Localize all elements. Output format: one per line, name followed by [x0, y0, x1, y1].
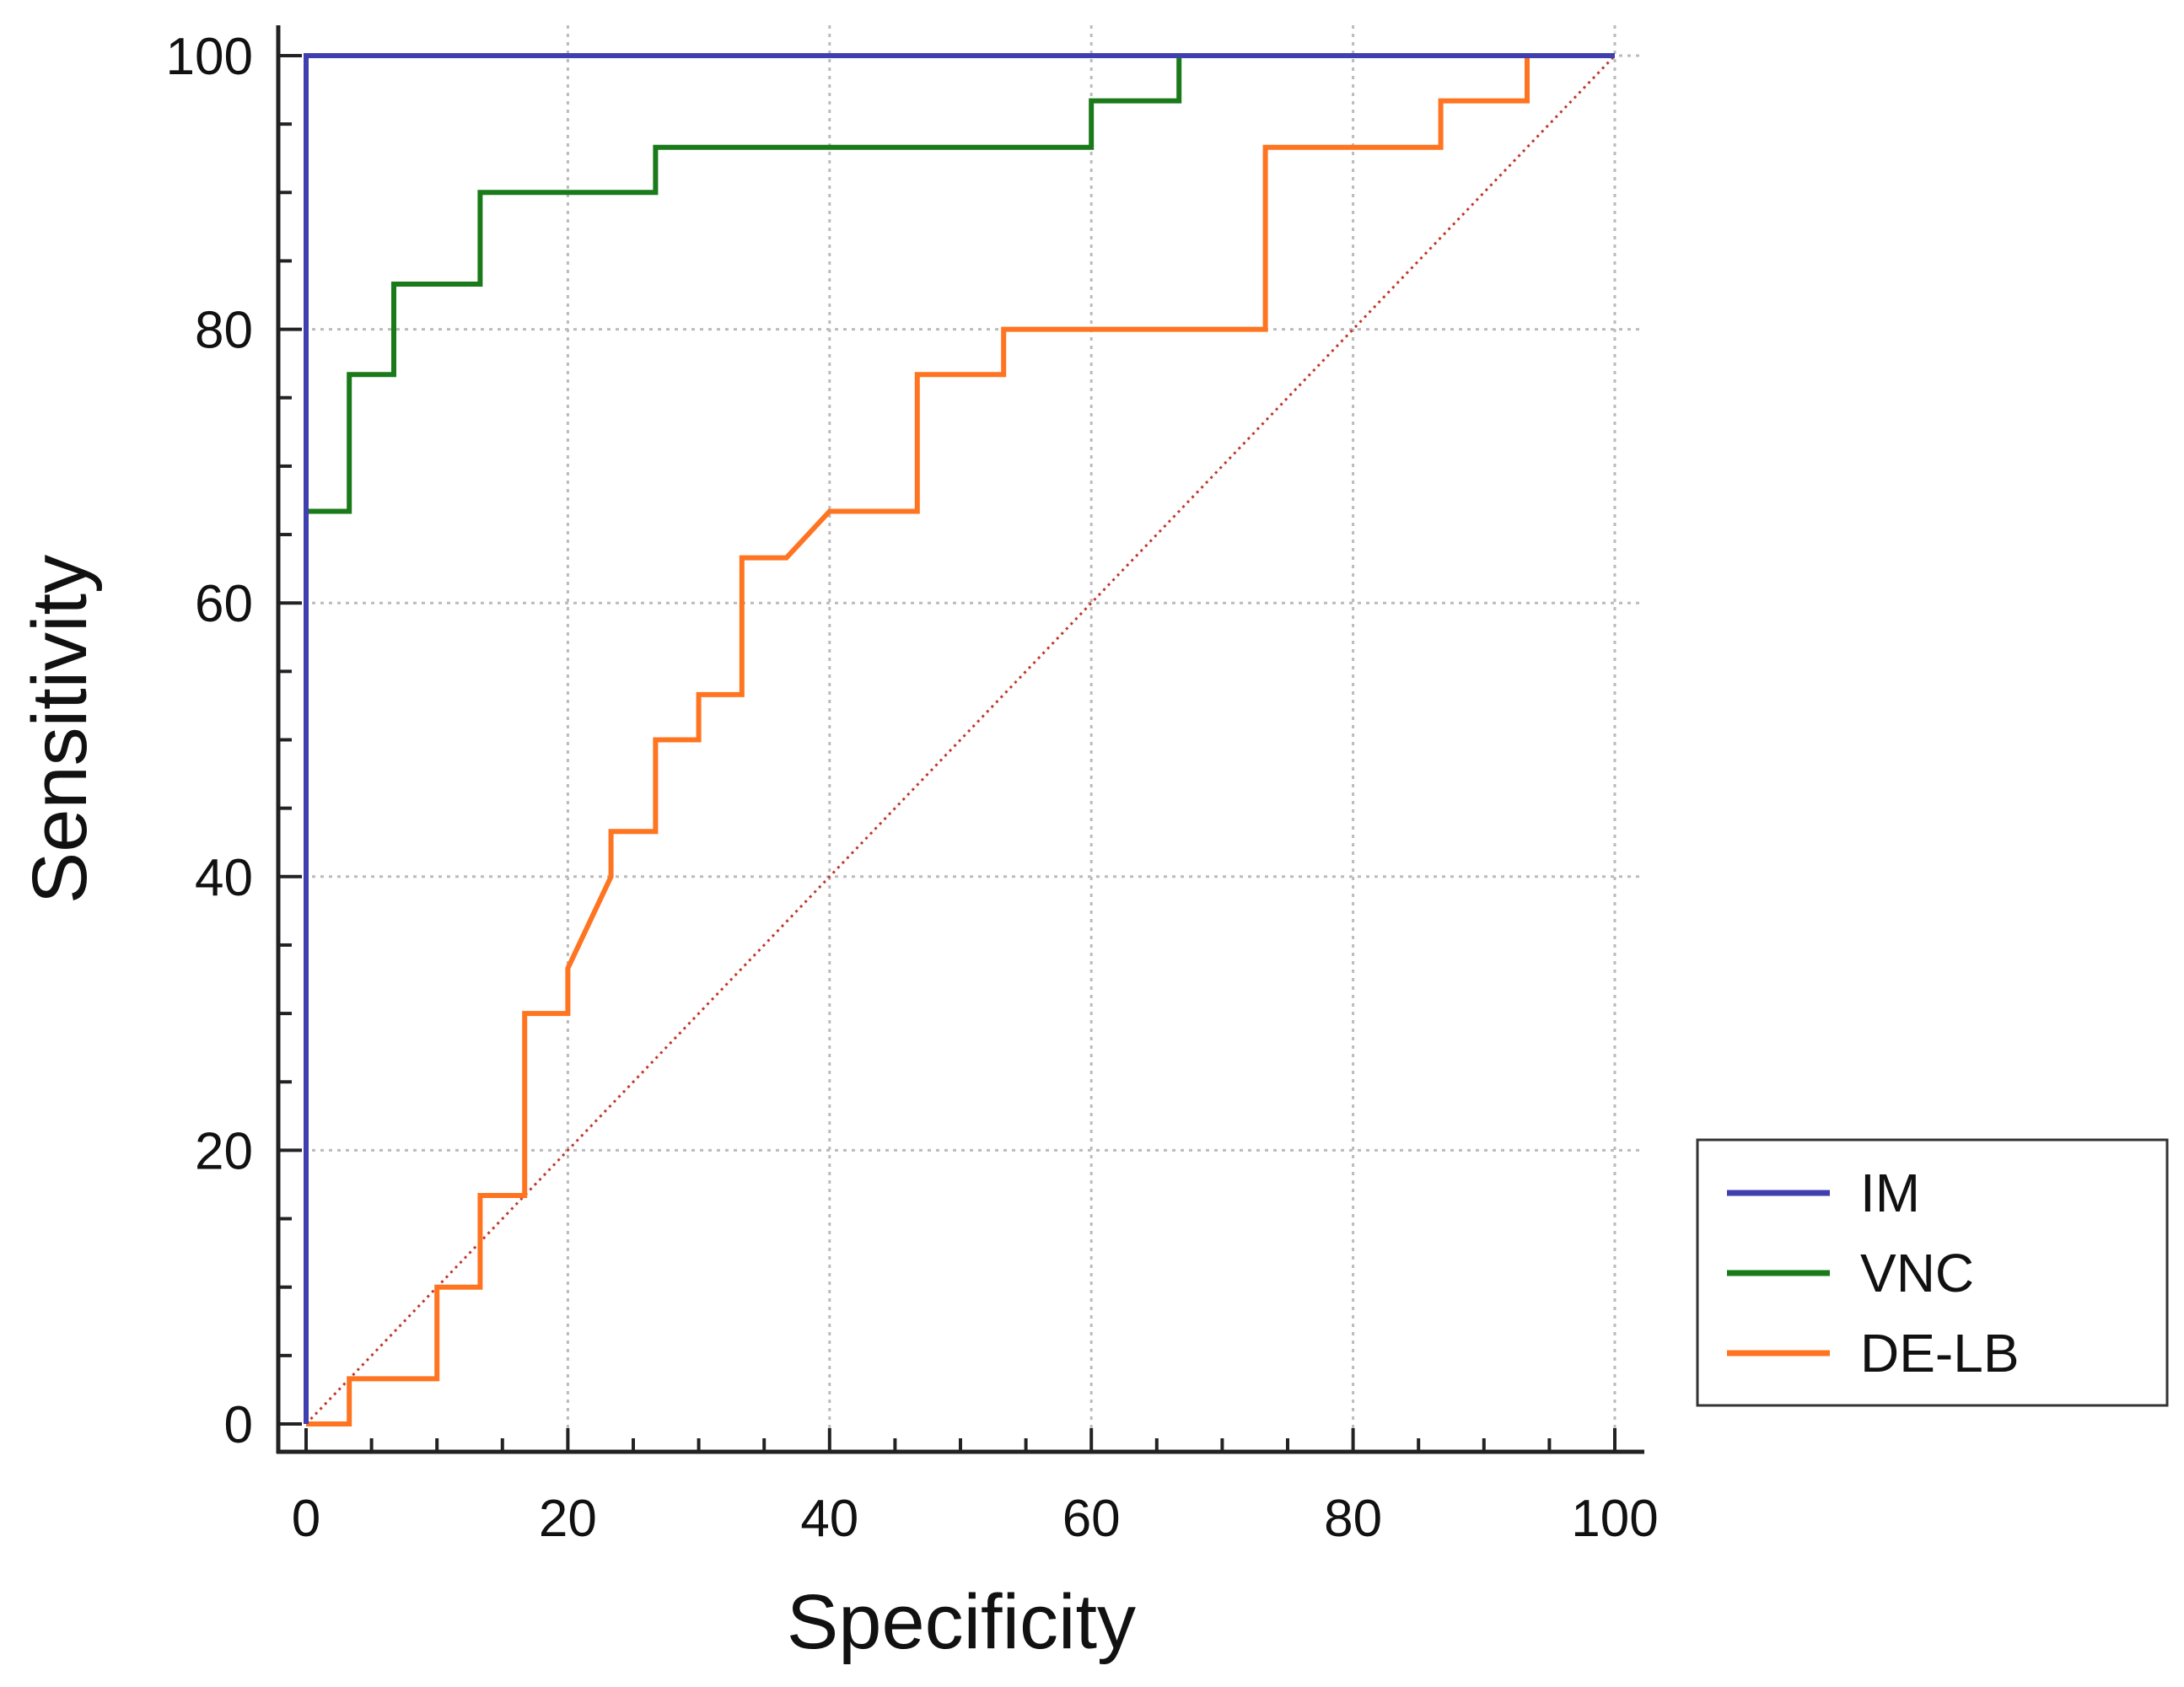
series-line-de-lb: [306, 53, 1615, 1426]
x-tick-label: 60: [1062, 1490, 1121, 1548]
reference-line-layer: [304, 54, 1616, 1426]
series-line-vnc: [304, 53, 1615, 1424]
axes: [276, 25, 1644, 1454]
y-tick-label: 40: [195, 849, 253, 907]
legend: IM VNC DE-LB: [1696, 1138, 2169, 1407]
x-tick-label: 80: [1324, 1490, 1382, 1548]
y-tick-label: 100: [166, 28, 253, 86]
x-tick-label: 20: [539, 1490, 597, 1548]
y-axis-title: Sensitivity: [17, 555, 103, 904]
x-axis-title: Specificity: [787, 1579, 1136, 1665]
y-tick-label: 20: [195, 1122, 253, 1180]
y-tick-label: 80: [195, 302, 253, 360]
x-tick-label: 40: [800, 1490, 858, 1548]
y-tick-label: 60: [195, 575, 253, 633]
legend-label-de-lb: DE-LB: [1860, 1323, 2020, 1383]
legend-label-im: IM: [1860, 1163, 1920, 1223]
series-line-im: [304, 53, 1615, 1424]
x-tick-label: 100: [1571, 1490, 1658, 1548]
legend-label-vnc: VNC: [1860, 1243, 1974, 1303]
tick-labels: 0 20 40 60 80 100 0 20 40 60 80 100: [166, 28, 1659, 1548]
x-tick-label: 0: [292, 1490, 320, 1548]
y-tick-label: 0: [224, 1396, 253, 1454]
series-lines: [304, 53, 1615, 1426]
reference-diagonal-line: [304, 54, 1616, 1426]
